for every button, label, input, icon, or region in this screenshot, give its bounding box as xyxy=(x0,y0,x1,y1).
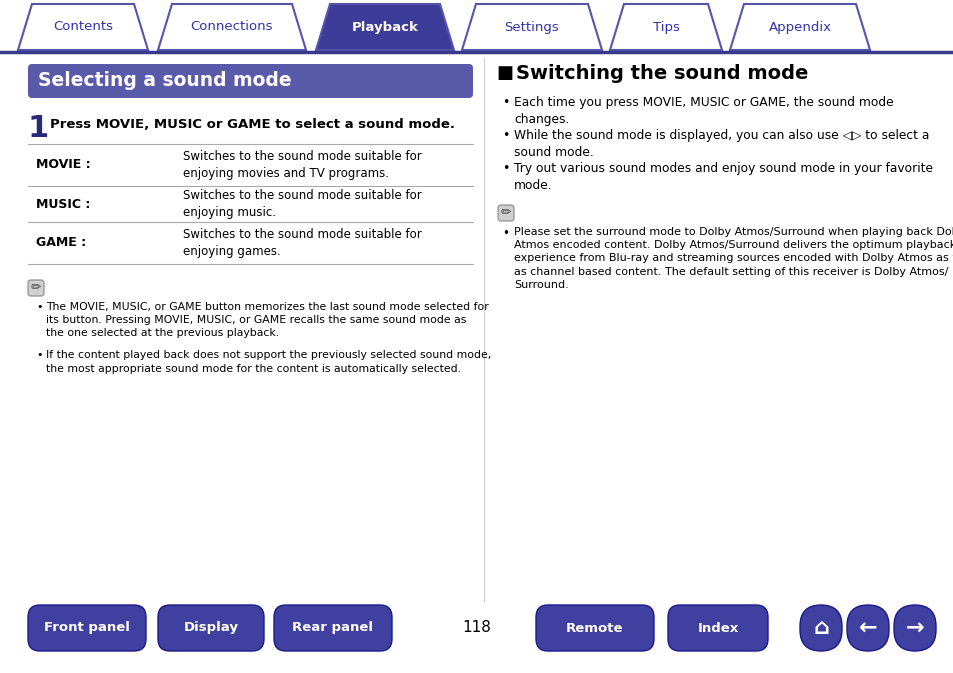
Text: Switches to the sound mode suitable for
enjoying movies and TV programs.: Switches to the sound mode suitable for … xyxy=(183,150,421,180)
Text: Please set the surround mode to Dolby Atmos/Surround when playing back Dolby
Atm: Please set the surround mode to Dolby At… xyxy=(514,227,953,290)
FancyBboxPatch shape xyxy=(28,605,146,651)
Text: ■: ■ xyxy=(496,64,513,82)
Text: Selecting a sound mode: Selecting a sound mode xyxy=(38,71,292,90)
Text: •: • xyxy=(501,129,509,142)
Text: •: • xyxy=(501,227,508,240)
Text: Connections: Connections xyxy=(191,20,273,34)
Text: While the sound mode is displayed, you can also use ◁▷ to select a
sound mode.: While the sound mode is displayed, you c… xyxy=(514,129,928,159)
Text: Front panel: Front panel xyxy=(44,621,130,635)
Polygon shape xyxy=(315,4,454,50)
Polygon shape xyxy=(18,4,148,50)
Text: Switches to the sound mode suitable for
enjoying games.: Switches to the sound mode suitable for … xyxy=(183,228,421,258)
Text: •: • xyxy=(36,302,43,312)
Text: Press MOVIE, MUSIC or GAME to select a sound mode.: Press MOVIE, MUSIC or GAME to select a s… xyxy=(50,118,455,131)
Text: ←: ← xyxy=(858,618,877,638)
Text: Playback: Playback xyxy=(352,20,418,34)
Text: Appendix: Appendix xyxy=(768,20,831,34)
Text: Index: Index xyxy=(697,621,738,635)
Text: If the content played back does not support the previously selected sound mode,
: If the content played back does not supp… xyxy=(46,351,491,374)
FancyBboxPatch shape xyxy=(846,605,888,651)
Text: →: → xyxy=(904,618,923,638)
FancyBboxPatch shape xyxy=(28,280,44,296)
FancyBboxPatch shape xyxy=(158,605,264,651)
Text: •: • xyxy=(36,351,43,361)
Text: Each time you press MOVIE, MUSIC or GAME, the sound mode
changes.: Each time you press MOVIE, MUSIC or GAME… xyxy=(514,96,893,126)
Polygon shape xyxy=(461,4,601,50)
Text: GAME :: GAME : xyxy=(36,236,86,250)
Text: Rear panel: Rear panel xyxy=(293,621,374,635)
FancyBboxPatch shape xyxy=(28,64,473,98)
Polygon shape xyxy=(609,4,721,50)
Text: Settings: Settings xyxy=(504,20,558,34)
Text: Switching the sound mode: Switching the sound mode xyxy=(516,64,807,83)
Text: MOVIE :: MOVIE : xyxy=(36,159,91,172)
Text: Try out various sound modes and enjoy sound mode in your favorite
mode.: Try out various sound modes and enjoy so… xyxy=(514,162,932,192)
Text: 1: 1 xyxy=(28,114,50,143)
Text: Tips: Tips xyxy=(652,20,679,34)
Text: •: • xyxy=(501,162,509,175)
Text: •: • xyxy=(501,96,509,109)
Text: ✏: ✏ xyxy=(30,281,41,295)
FancyBboxPatch shape xyxy=(536,605,654,651)
Text: Display: Display xyxy=(183,621,238,635)
Text: Contents: Contents xyxy=(53,20,112,34)
Text: MUSIC :: MUSIC : xyxy=(36,197,91,211)
FancyBboxPatch shape xyxy=(274,605,392,651)
Text: Remote: Remote xyxy=(566,621,623,635)
Text: 118: 118 xyxy=(462,621,491,635)
Text: The MOVIE, MUSIC, or GAME button memorizes the last sound mode selected for
its : The MOVIE, MUSIC, or GAME button memoriz… xyxy=(46,302,488,339)
FancyBboxPatch shape xyxy=(667,605,767,651)
Polygon shape xyxy=(158,4,306,50)
Text: ✏: ✏ xyxy=(500,207,511,219)
Text: ⌂: ⌂ xyxy=(812,618,828,638)
Text: Switches to the sound mode suitable for
enjoying music.: Switches to the sound mode suitable for … xyxy=(183,189,421,219)
FancyBboxPatch shape xyxy=(800,605,841,651)
FancyBboxPatch shape xyxy=(497,205,514,221)
Polygon shape xyxy=(729,4,869,50)
FancyBboxPatch shape xyxy=(893,605,935,651)
